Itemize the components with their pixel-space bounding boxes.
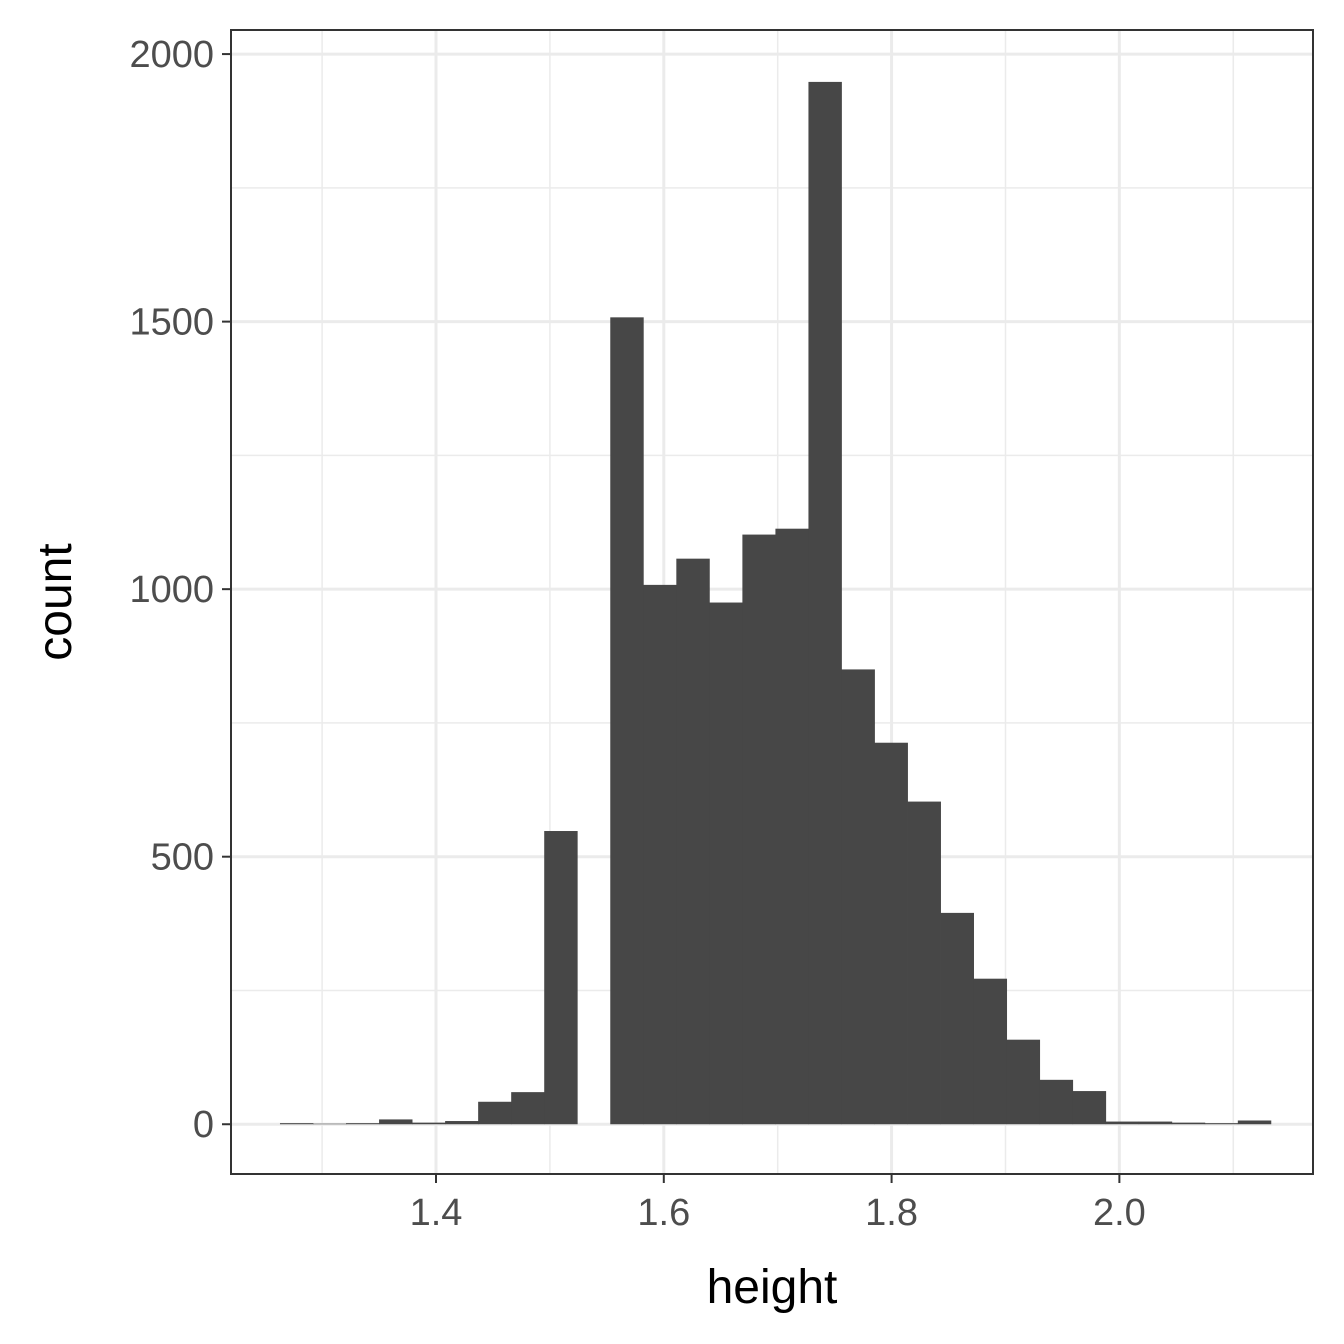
x-tick-label: 1.4: [410, 1192, 463, 1234]
y-tick-label: 1500: [129, 302, 214, 344]
histogram-bar: [1237, 1120, 1272, 1125]
histogram-bar: [676, 558, 710, 1125]
y-tick-label: 500: [151, 837, 214, 879]
x-tick-label: 1.8: [865, 1192, 918, 1234]
plot-panel-border: [230, 29, 1314, 1175]
histogram-bar: [1072, 1091, 1107, 1125]
histogram-bar: [1105, 1121, 1140, 1125]
histogram-bar: [511, 1092, 545, 1125]
histogram-bar: [1039, 1079, 1074, 1125]
x-axis-title: height: [707, 1261, 838, 1314]
histogram-bars: [279, 81, 1272, 1125]
histogram-bar: [313, 1123, 347, 1125]
x-tick-label: 1.6: [637, 1192, 690, 1234]
histogram-bar: [478, 1101, 512, 1125]
histogram-bar: [379, 1119, 413, 1125]
histogram-bar: [412, 1122, 446, 1125]
histogram-bar: [874, 742, 908, 1125]
histogram-bar: [610, 317, 644, 1125]
histogram-bar: [808, 81, 842, 1125]
x-tick-label: 2.0: [1093, 1192, 1146, 1234]
histogram-bar: [973, 978, 1008, 1125]
histogram-bar: [775, 528, 809, 1125]
histogram-bar: [1204, 1123, 1239, 1125]
histogram-bar: [907, 801, 941, 1125]
histogram-bar: [1171, 1122, 1206, 1125]
histogram-bar: [544, 831, 578, 1125]
y-tick-label: 0: [193, 1104, 214, 1146]
histogram-bar: [279, 1123, 314, 1125]
histogram-bar: [1006, 1039, 1041, 1125]
histogram-bar: [742, 534, 776, 1125]
histogram-bar: [643, 584, 677, 1125]
y-tick-label: 2000: [129, 34, 214, 76]
y-axis: 0 500 1000 1500 2000: [129, 34, 231, 1146]
y-tick-label: 1000: [129, 569, 214, 611]
histogram-bar: [445, 1121, 479, 1125]
histogram-bar: [709, 602, 743, 1125]
y-axis-title: count: [29, 543, 82, 660]
x-axis: 1.4 1.6 1.8 2.0: [410, 1174, 1146, 1234]
histogram-bar: [940, 912, 974, 1125]
histogram-bar: [346, 1123, 380, 1125]
histogram-bar: [1138, 1121, 1173, 1125]
histogram-bar: [841, 669, 875, 1125]
